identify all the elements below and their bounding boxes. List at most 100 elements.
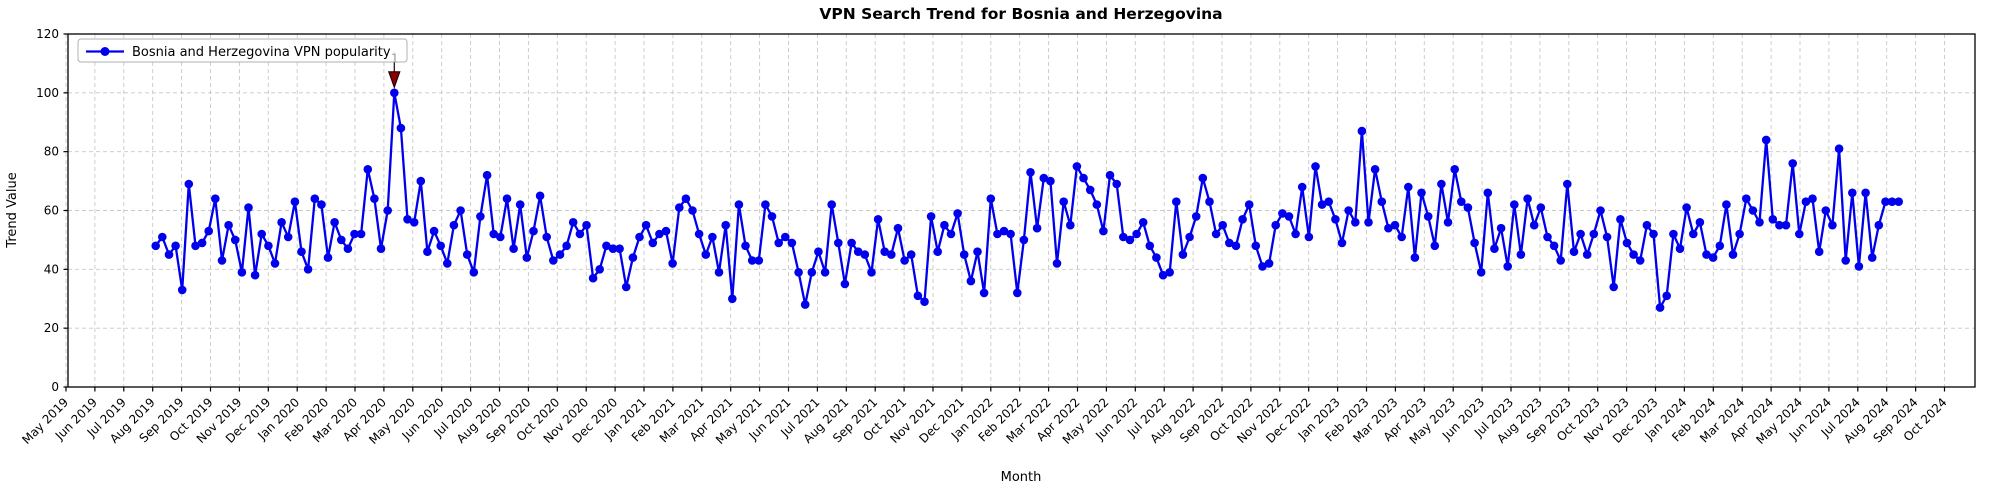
data-point	[1689, 229, 1698, 239]
data-point	[1105, 170, 1115, 180]
legend-marker-icon	[100, 47, 110, 56]
data-point	[1483, 188, 1493, 198]
y-tick-label: 40	[44, 262, 59, 276]
data-point	[290, 197, 300, 206]
data-point	[330, 218, 339, 227]
legend-frame	[77, 38, 408, 63]
data-point	[1258, 262, 1267, 271]
data-point	[555, 250, 565, 259]
data-point	[641, 220, 651, 230]
data-point	[926, 212, 936, 221]
data-point	[973, 247, 982, 256]
data-point	[602, 241, 611, 251]
data-point	[986, 194, 996, 203]
data-point	[761, 200, 770, 209]
data-point	[469, 268, 479, 277]
y-tick-label: 120	[36, 27, 59, 41]
data-point	[1165, 268, 1174, 277]
data-point	[1669, 229, 1678, 239]
data-point	[820, 268, 830, 277]
data-point	[1801, 197, 1811, 206]
data-point	[1119, 232, 1128, 242]
data-point	[1635, 256, 1645, 265]
data-point	[443, 259, 452, 268]
data-point	[774, 238, 783, 248]
axes-spines	[63, 33, 1976, 392]
data-point	[1848, 188, 1857, 198]
data-point	[476, 212, 485, 221]
data-point	[1649, 229, 1658, 239]
y-tick-label: 60	[44, 204, 59, 218]
data-point	[1331, 215, 1340, 224]
data-point	[1828, 220, 1837, 230]
data-point	[1781, 220, 1791, 230]
data-point	[1006, 229, 1015, 239]
data-point	[1516, 250, 1526, 259]
data-point	[158, 232, 167, 242]
data-point	[1357, 126, 1367, 136]
data-point	[1304, 232, 1314, 242]
data-point	[482, 170, 492, 180]
data-point	[1132, 229, 1141, 239]
data-point	[1384, 223, 1393, 233]
trend-line-series	[151, 88, 1903, 312]
data-point	[681, 194, 691, 203]
data-point	[661, 226, 671, 236]
data-point	[847, 238, 856, 248]
data-point	[1079, 173, 1088, 183]
data-point	[1834, 144, 1844, 153]
data-point	[1622, 238, 1632, 248]
data-point	[668, 259, 677, 268]
data-point	[1244, 200, 1254, 209]
data-point	[462, 250, 472, 259]
data-point	[1099, 226, 1108, 236]
data-point	[363, 165, 373, 174]
data-point	[1503, 262, 1512, 271]
data-point	[959, 250, 969, 259]
y-tick-label: 100	[36, 86, 59, 100]
data-point	[714, 268, 724, 277]
data-point	[1602, 232, 1612, 242]
data-point	[502, 194, 512, 203]
data-point	[522, 253, 532, 262]
data-point	[880, 247, 889, 256]
data-point	[383, 206, 393, 215]
data-point	[1172, 197, 1181, 206]
data-point	[230, 235, 240, 245]
data-point	[827, 200, 836, 209]
annotation-glyph: 1	[391, 52, 399, 66]
data-point	[1443, 218, 1453, 227]
data-point	[1655, 303, 1665, 312]
data-point	[741, 241, 750, 251]
data-point	[814, 247, 823, 256]
data-point	[1218, 220, 1227, 230]
data-point	[787, 238, 797, 248]
data-point	[1423, 212, 1433, 221]
data-point	[1198, 173, 1208, 183]
data-point	[1463, 203, 1473, 212]
data-point	[1576, 229, 1585, 239]
data-point	[754, 256, 764, 265]
data-point	[1549, 241, 1559, 251]
data-point	[1178, 250, 1188, 259]
data-point	[211, 194, 220, 203]
data-point	[303, 265, 313, 274]
data-point	[575, 229, 585, 239]
data-point	[867, 268, 876, 277]
data-point	[1271, 220, 1280, 230]
data-point	[747, 256, 757, 265]
data-point	[1311, 162, 1320, 171]
data-point	[966, 276, 976, 286]
data-point	[297, 247, 306, 256]
data-point	[1470, 238, 1479, 248]
data-point	[721, 220, 730, 230]
data-point	[1152, 253, 1161, 262]
data-point	[356, 229, 366, 239]
data-point	[708, 232, 717, 242]
data-point	[197, 238, 207, 248]
data-point	[1324, 197, 1333, 206]
data-point	[1874, 220, 1884, 230]
data-point	[1735, 229, 1744, 239]
